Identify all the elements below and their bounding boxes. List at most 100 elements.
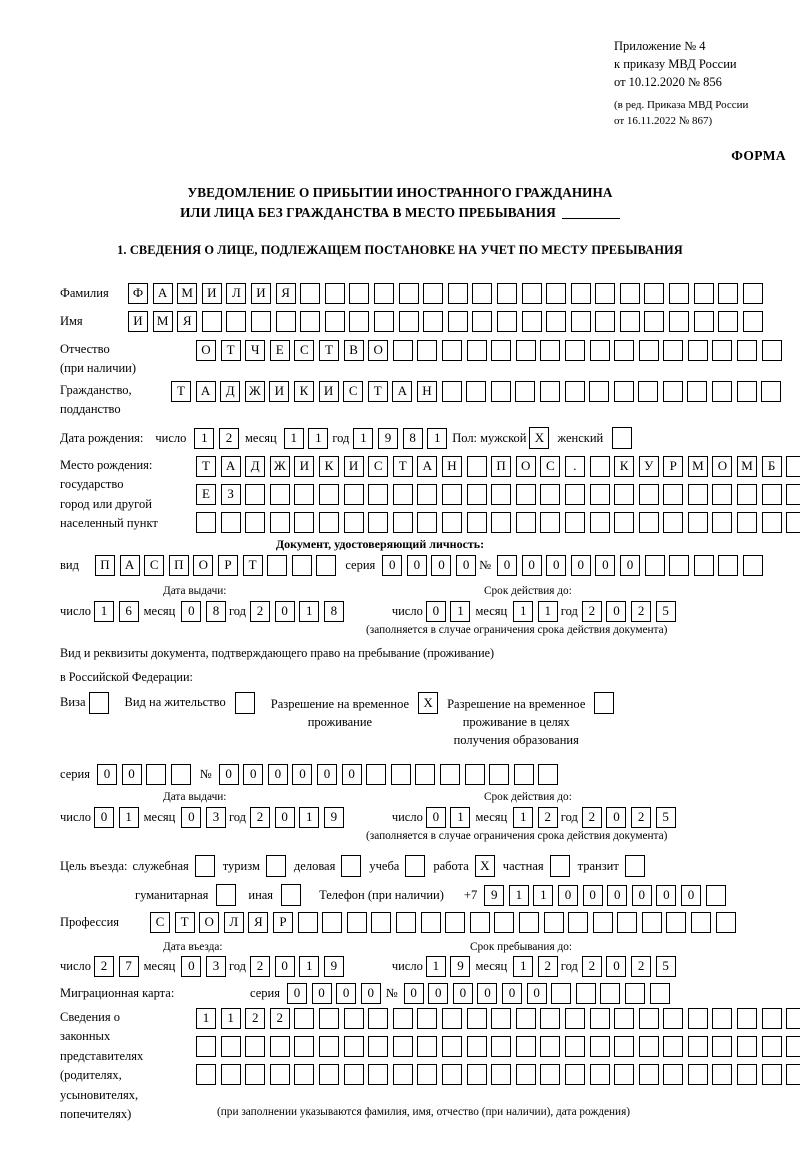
grid-cell[interactable]	[398, 283, 419, 304]
grid-cell[interactable]	[575, 983, 596, 1004]
grid-cell[interactable]	[564, 484, 585, 505]
grid-cell[interactable]	[294, 512, 315, 533]
grid-cell[interactable]: И	[294, 456, 315, 477]
grid-cell[interactable]: 0	[582, 884, 603, 906]
grid-cell[interactable]: 2	[245, 1008, 266, 1029]
grid-cell[interactable]: А	[195, 381, 216, 402]
grid-cell[interactable]	[712, 1008, 733, 1029]
purpose-option-checkbox[interactable]	[216, 884, 237, 906]
grid-cell[interactable]	[687, 381, 708, 402]
grid-cell[interactable]	[170, 764, 191, 785]
grid-cell[interactable]	[423, 283, 444, 304]
grid-cell[interactable]	[564, 512, 585, 533]
grid-cell[interactable]	[440, 764, 461, 785]
grid-cell[interactable]	[373, 311, 394, 332]
sex-female-checkbox[interactable]	[612, 427, 633, 449]
grid-cell[interactable]	[666, 912, 687, 933]
grid-cell[interactable]	[466, 1064, 487, 1085]
grid-cell[interactable]	[441, 1064, 462, 1085]
grid-cell[interactable]	[589, 1008, 610, 1029]
grid-cell[interactable]	[641, 912, 662, 933]
grid-cell[interactable]: Я	[177, 311, 198, 332]
grid-cell[interactable]: 0	[521, 555, 542, 576]
grid-cell[interactable]	[269, 1036, 290, 1057]
grid-cell[interactable]	[589, 381, 610, 402]
grid-cell[interactable]	[617, 912, 638, 933]
grid-cell[interactable]: Ж	[244, 381, 265, 402]
grid-cell[interactable]	[691, 912, 712, 933]
grid-cell[interactable]	[644, 283, 665, 304]
purpose-option-checkbox[interactable]	[265, 855, 286, 877]
grid-cell[interactable]: 0	[274, 807, 295, 828]
grid-cell[interactable]	[441, 512, 462, 533]
grid-cell[interactable]	[619, 311, 640, 332]
grid-cell[interactable]	[521, 283, 542, 304]
grid-cell[interactable]: С	[144, 555, 165, 576]
grid-cell[interactable]: 1	[533, 884, 554, 906]
grid-cell[interactable]: 0	[96, 764, 117, 785]
grid-cell[interactable]: 8	[323, 601, 344, 622]
grid-cell[interactable]: 2	[250, 956, 271, 977]
grid-cell[interactable]	[466, 340, 487, 361]
grid-cell[interactable]	[595, 311, 616, 332]
purpose-option-checkbox[interactable]: X	[474, 855, 495, 877]
grid-cell[interactable]: 9	[450, 956, 471, 977]
grid-cell[interactable]: 0	[546, 555, 567, 576]
grid-cell[interactable]	[489, 764, 510, 785]
grid-cell[interactable]	[491, 1008, 512, 1029]
grid-cell[interactable]: 1	[450, 601, 471, 622]
grid-cell[interactable]: 0	[456, 555, 477, 576]
grid-cell[interactable]	[297, 912, 318, 933]
grid-cell[interactable]	[392, 1008, 413, 1029]
grid-cell[interactable]	[417, 1036, 438, 1057]
grid-cell[interactable]	[546, 283, 567, 304]
grid-cell[interactable]	[687, 1064, 708, 1085]
grid-cell[interactable]	[786, 512, 800, 533]
grid-cell[interactable]: 1	[283, 427, 304, 449]
grid-cell[interactable]: 8	[205, 601, 226, 622]
grid-cell[interactable]: Е	[196, 484, 216, 505]
purpose-option-checkbox[interactable]	[405, 855, 426, 877]
grid-cell[interactable]	[662, 381, 683, 402]
grid-cell[interactable]: 0	[360, 983, 381, 1004]
grid-cell[interactable]	[649, 983, 670, 1004]
grid-cell[interactable]	[343, 512, 364, 533]
grid-cell[interactable]: 2	[581, 601, 602, 622]
grid-cell[interactable]: П	[95, 555, 115, 576]
grid-cell[interactable]	[294, 484, 315, 505]
grid-cell[interactable]	[447, 283, 468, 304]
grid-cell[interactable]: .	[564, 456, 585, 477]
grid-cell[interactable]	[392, 1036, 413, 1057]
grid-cell[interactable]: А	[417, 456, 438, 477]
grid-cell[interactable]: 0	[502, 983, 523, 1004]
grid-cell[interactable]	[494, 912, 515, 933]
grid-cell[interactable]	[395, 912, 416, 933]
grid-cell[interactable]	[146, 764, 167, 785]
grid-cell[interactable]: 6	[118, 601, 139, 622]
grid-cell[interactable]: 8	[402, 427, 423, 449]
grid-cell[interactable]	[669, 311, 690, 332]
grid-cell[interactable]	[423, 311, 444, 332]
grid-cell[interactable]	[368, 512, 389, 533]
grid-cell[interactable]	[392, 512, 413, 533]
grid-cell[interactable]	[294, 1064, 315, 1085]
grid-cell[interactable]: 0	[570, 555, 591, 576]
grid-cell[interactable]: С	[368, 456, 389, 477]
grid-cell[interactable]	[687, 1008, 708, 1029]
grid-cell[interactable]	[693, 555, 714, 576]
grid-cell[interactable]: 0	[121, 764, 142, 785]
grid-cell[interactable]	[445, 912, 466, 933]
grid-cell[interactable]	[737, 1008, 758, 1029]
grid-cell[interactable]: 9	[378, 427, 399, 449]
grid-cell[interactable]: 1	[299, 956, 320, 977]
grid-cell[interactable]	[761, 340, 782, 361]
grid-cell[interactable]	[663, 512, 684, 533]
grid-cell[interactable]: 0	[274, 601, 295, 622]
